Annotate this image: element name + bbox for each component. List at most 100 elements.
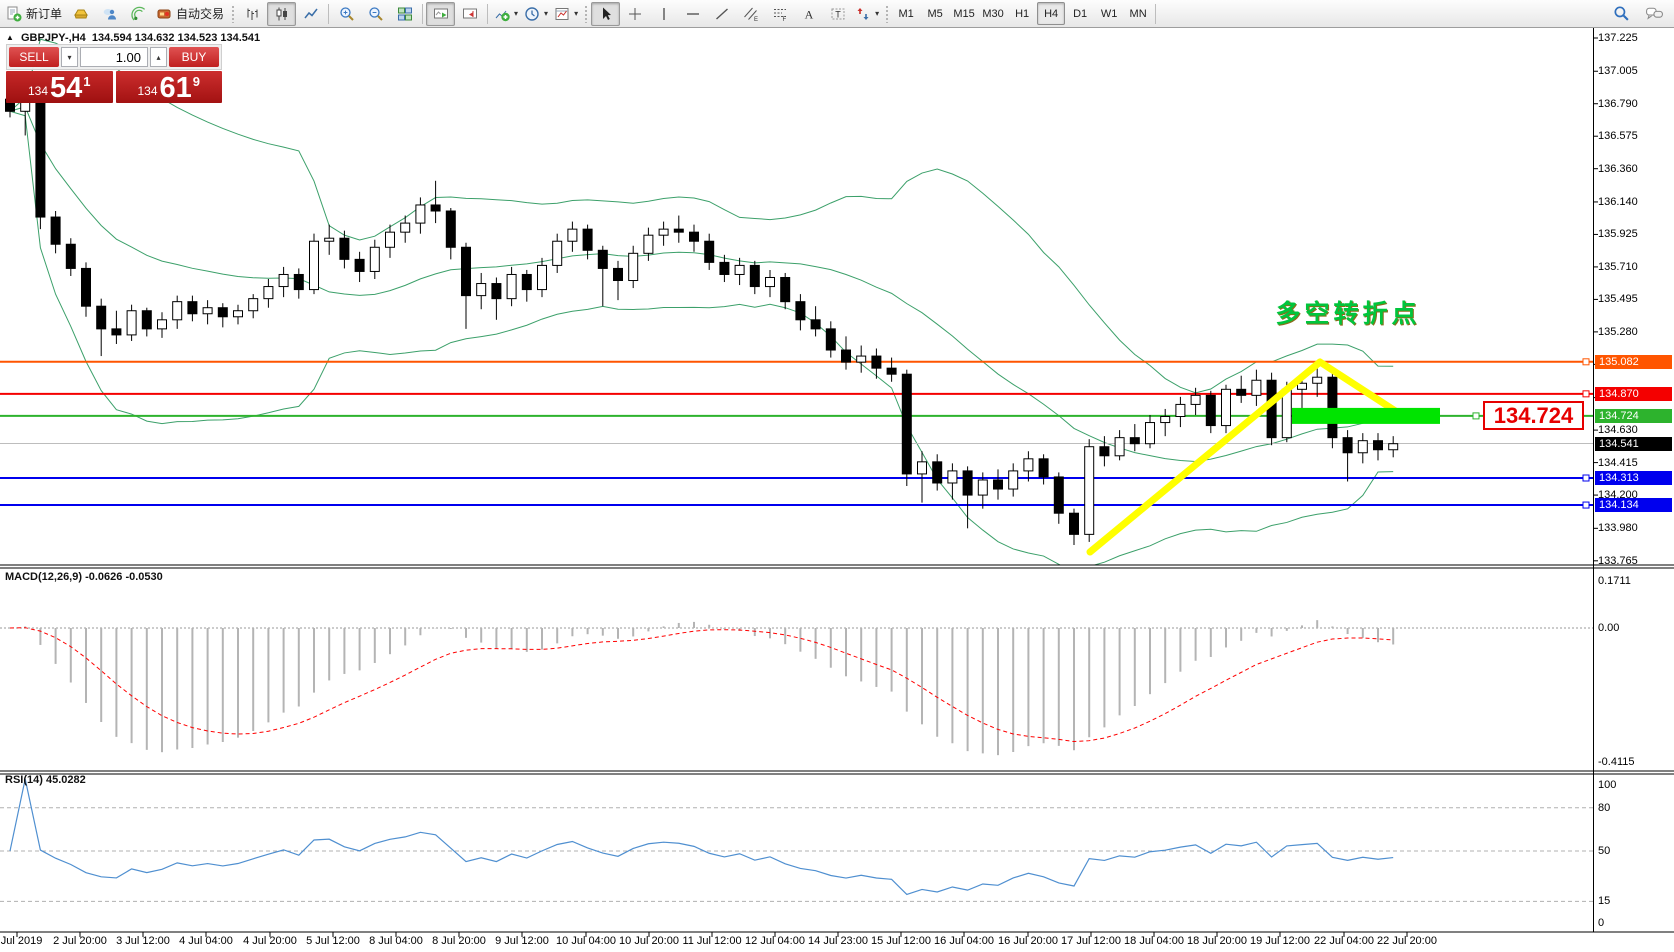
- support-price-callout[interactable]: 134.724: [1483, 401, 1584, 430]
- time-label: 12 Jul 04:00: [745, 935, 805, 947]
- time-label: 4 Jul 04:00: [179, 935, 233, 947]
- signals-icon: [130, 6, 145, 20]
- green-support-band[interactable]: [1292, 407, 1440, 424]
- chart-shift-button[interactable]: [455, 2, 484, 26]
- text-button[interactable]: A: [794, 2, 823, 26]
- time-label: 16 Jul 04:00: [934, 935, 994, 947]
- main-chart-pane[interactable]: [0, 38, 1593, 571]
- sell-price-display[interactable]: 134 54 1: [6, 71, 113, 103]
- time-label: 4 Jul 20:00: [243, 935, 297, 947]
- time-label: 8 Jul 20:00: [432, 935, 486, 947]
- crosshair-button[interactable]: [620, 2, 649, 26]
- fibonacci-button[interactable]: F: [765, 2, 794, 26]
- gold-ingot-icon: [73, 9, 88, 18]
- macd-pane[interactable]: [0, 620, 1593, 756]
- price-tick-133.980: 133.980: [1598, 522, 1638, 535]
- add-indicator-caret[interactable]: ▾: [514, 8, 519, 18]
- line-anchor-marker[interactable]: [1582, 390, 1590, 398]
- turning-point-annotation[interactable]: 多空转折点: [1275, 300, 1421, 328]
- buy-button[interactable]: BUY: [169, 47, 219, 67]
- toolbar-separator: [487, 3, 489, 24]
- templates-caret[interactable]: ▾: [574, 8, 579, 18]
- line-anchor-marker[interactable]: [1582, 474, 1590, 482]
- line-anchor-marker[interactable]: [1582, 501, 1590, 509]
- arrows-caret[interactable]: ▾: [875, 8, 880, 18]
- price-tick-136.575: 136.575: [1598, 130, 1638, 143]
- time-label: 5 Jul 12:00: [306, 935, 360, 947]
- rsi-name: RSI(14): [5, 774, 43, 786]
- new-order-label: 新订单: [26, 7, 63, 21]
- line-anchor-marker[interactable]: [1582, 358, 1590, 366]
- timeframe-MN[interactable]: MN: [1129, 7, 1147, 20]
- community-button[interactable]: [95, 2, 124, 26]
- rsi-tick-100: 100: [1598, 779, 1617, 791]
- rsi-tick-50: 50: [1598, 845, 1611, 857]
- timeframe-M15[interactable]: M15: [953, 7, 975, 20]
- rsi-pane-label: RSI(14) 45.0282: [5, 774, 86, 786]
- equidistant-channel-button[interactable]: E: [736, 2, 765, 26]
- chart-canvas[interactable]: [0, 28, 1674, 952]
- new-order-button[interactable]: 新订单: [3, 2, 66, 26]
- toolbar-drag-handle[interactable]: [231, 4, 236, 23]
- vertical-line-button[interactable]: [649, 2, 678, 26]
- timeframe-M1[interactable]: M1: [898, 7, 914, 20]
- price-chip-134.870[interactable]: 134.870: [1595, 386, 1672, 401]
- rsi-pane[interactable]: [0, 778, 1593, 902]
- add-indicator-button[interactable]: ▾: [491, 2, 521, 26]
- text-label-icon: T: [831, 8, 845, 19]
- volume-increase-button[interactable]: ▴: [150, 47, 167, 67]
- price-chip-134.313[interactable]: 134.313: [1595, 471, 1672, 485]
- toolbar-drag-handle[interactable]: [885, 4, 890, 23]
- volume-input[interactable]: [80, 47, 148, 67]
- buy-price-display[interactable]: 134 61 9: [115, 71, 222, 103]
- rsi-tick-15: 15: [1598, 895, 1611, 908]
- periods-button[interactable]: ▾: [521, 2, 551, 26]
- periods-caret[interactable]: ▾: [544, 8, 549, 18]
- line-chart-type-button[interactable]: [296, 2, 325, 26]
- chat-button[interactable]: [1640, 2, 1669, 26]
- symbols-button[interactable]: [66, 2, 95, 26]
- candlestick-chart-type-button[interactable]: [267, 1, 297, 26]
- zoom-in-button[interactable]: [332, 2, 361, 26]
- price-chip-134.134[interactable]: 134.134: [1595, 498, 1672, 513]
- volume-decrease-button[interactable]: ▾: [61, 47, 78, 67]
- text-label-button[interactable]: T: [823, 2, 852, 26]
- tile-windows-button[interactable]: [390, 2, 419, 26]
- timeframe-M30[interactable]: M30: [982, 7, 1004, 20]
- toolbar-drag-handle[interactable]: [584, 4, 589, 23]
- auto-trading-button[interactable]: 自动交易: [153, 2, 228, 26]
- price-axis[interactable]: 137.225 137.005 136.790 136.575 136.360 136.1…: [1594, 28, 1674, 932]
- timeframe-M5[interactable]: M5: [927, 7, 943, 20]
- zoom-out-button[interactable]: [361, 2, 390, 26]
- sell-button[interactable]: SELL: [9, 47, 59, 67]
- bar-chart-type-button[interactable]: [238, 2, 267, 26]
- collapse-triangle-icon[interactable]: ▲: [6, 33, 14, 42]
- time-axis[interactable]: 2 Jul 2019 2 Jul 20:00 3 Jul 12:00 4 Jul 04…: [0, 933, 1593, 952]
- macd-values: -0.0626 -0.0530: [85, 571, 163, 583]
- yellow-trend-annotation[interactable]: [1086, 358, 1404, 556]
- svg-text:A: A: [804, 7, 813, 21]
- templates-button[interactable]: ▾: [551, 2, 581, 26]
- timeframe-W1[interactable]: W1: [1100, 7, 1118, 20]
- trend-line-button[interactable]: [707, 2, 736, 26]
- current-price-chip[interactable]: 134.541: [1595, 436, 1672, 451]
- time-label: 22 Jul 04:00: [1314, 935, 1374, 947]
- horizontal-line-button[interactable]: [678, 2, 707, 26]
- timeframe-H4[interactable]: H4: [1037, 2, 1066, 25]
- toolbar-separator: [422, 3, 424, 24]
- auto-scroll-button[interactable]: [426, 1, 456, 26]
- candlesticks: [5, 90, 1399, 545]
- timeframe-H1[interactable]: H1: [1015, 7, 1030, 20]
- arrows-button[interactable]: ▾: [852, 2, 882, 26]
- search-button[interactable]: [1607, 2, 1636, 26]
- signals-button[interactable]: [124, 2, 153, 26]
- symbol-name: GBPJPY-,H4: [20, 32, 86, 44]
- vertical-line-icon: [662, 7, 665, 20]
- cursor-button[interactable]: [591, 1, 621, 26]
- price-chip-135.082[interactable]: 135.082: [1595, 354, 1672, 369]
- line-anchor-marker[interactable]: [1472, 412, 1480, 420]
- price-tick-135.495: 135.495: [1598, 293, 1638, 306]
- time-label: 17 Jul 12:00: [1061, 935, 1121, 947]
- timeframe-D1[interactable]: D1: [1073, 7, 1088, 20]
- price-chip-134.724[interactable]: 134.724: [1595, 408, 1672, 423]
